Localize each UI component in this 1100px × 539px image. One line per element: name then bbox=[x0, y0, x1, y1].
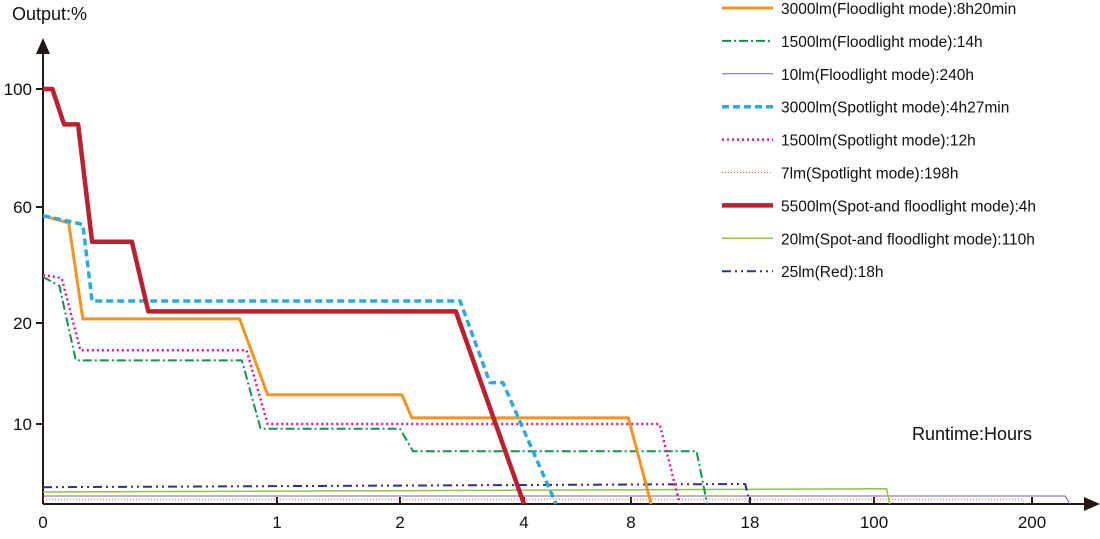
series-line bbox=[42, 276, 709, 505]
x-tick-label: 1 bbox=[272, 513, 281, 532]
y-axis-label: Output:% bbox=[12, 4, 87, 24]
y-tick-label: 100 bbox=[4, 80, 32, 99]
series-line bbox=[43, 86, 527, 505]
x-tick-label: 0 bbox=[38, 513, 47, 532]
x-tick-label: 200 bbox=[1018, 513, 1046, 532]
y-axis-arrow bbox=[36, 38, 50, 54]
legend-label: 5500lm(Spot-and floodlight mode):4h bbox=[781, 198, 1036, 215]
legend-label: 20lm(Spot-and floodlight mode):110h bbox=[781, 231, 1035, 248]
legend: 3000lm(Floodlight mode):8h20min 1500lm(Fl… bbox=[722, 1, 1036, 281]
legend-label: 7lm(Spotlight mode):198h bbox=[781, 166, 959, 183]
axes: 0 1 2 4 8 18 100 200 10 20 60 100 bbox=[4, 38, 1100, 532]
series-line bbox=[42, 214, 653, 505]
legend-label: 25lm(Red):18h bbox=[781, 264, 884, 281]
series-line bbox=[42, 488, 891, 505]
x-tick-label: 8 bbox=[626, 513, 635, 532]
legend-label: 10lm(Floodlight mode):240h bbox=[781, 67, 974, 84]
series-line bbox=[43, 495, 1071, 505]
legend-label: 1500lm(Floodlight mode):14h bbox=[781, 34, 983, 51]
legend-label: 3000lm(Floodlight mode):8h20min bbox=[781, 1, 1016, 18]
x-tick-label: 100 bbox=[860, 513, 888, 532]
y-tick-label: 20 bbox=[13, 314, 32, 333]
series-line bbox=[43, 498, 1027, 505]
y-tick-label: 60 bbox=[13, 198, 32, 217]
x-tick-label: 2 bbox=[395, 513, 404, 532]
x-axis-arrow bbox=[1084, 497, 1100, 511]
legend-label: 3000lm(Spotlight mode):4h27min bbox=[781, 100, 1009, 117]
series-line bbox=[42, 483, 751, 505]
x-tick-label: 18 bbox=[741, 513, 760, 532]
y-tick-label: 10 bbox=[13, 415, 32, 434]
series-line bbox=[42, 213, 558, 505]
x-tick-label: 4 bbox=[519, 513, 528, 532]
legend-label: 1500lm(Spotlight mode):12h bbox=[781, 133, 976, 150]
series-group bbox=[42, 86, 1071, 505]
x-axis-label: Runtime:Hours bbox=[912, 424, 1032, 444]
